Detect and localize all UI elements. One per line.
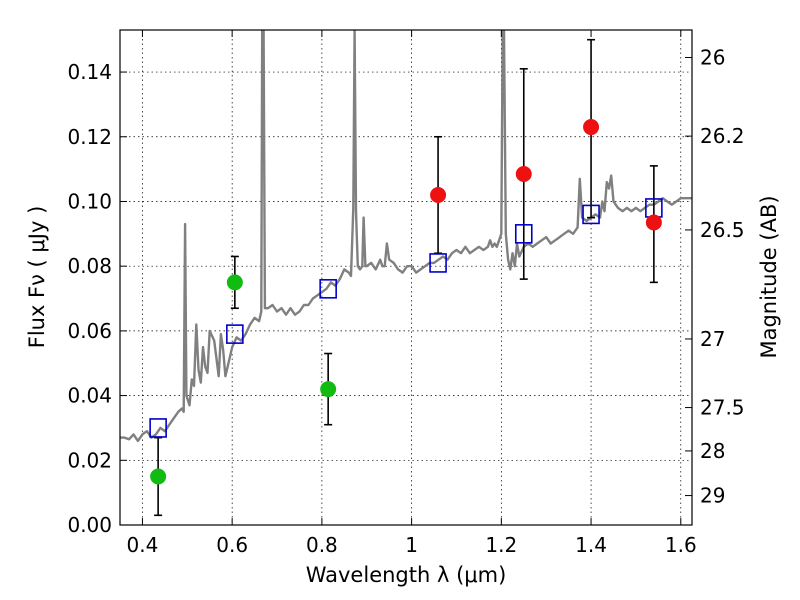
model-square-marker [582,204,600,225]
plot-frame [119,29,693,526]
y-tick-label: 0.12 [67,125,112,149]
right-tick-label: 26.5 [700,218,745,242]
axis-ticks [120,30,692,526]
spectrum-line [120,30,692,443]
y-tick-label: 0.08 [67,254,112,278]
right-tick-label: 28 [700,439,725,463]
data-point-marker [226,274,243,291]
x-tick-label: 1 [405,533,418,557]
data-point-marker [320,381,337,398]
right-tick-label: 29 [700,484,725,508]
model-square-marker [149,418,167,438]
x-tick-label: 0.6 [216,533,248,557]
data-point-marker [645,214,662,231]
x-tick-label: 1.4 [575,533,607,557]
tick-labels: 0.4 0.6 0.8 1 1.2 1.4 1.6 0.00 0.02 0.04 0.06 0.08 0… [67,46,744,558]
y-tick-label: 0.04 [67,384,112,408]
y-axis-label: Flux Fν ( μJy ) [25,206,49,349]
y-tick-label: 0.06 [67,319,112,343]
plot-area [120,30,692,443]
markers [149,119,663,485]
right-tick-label: 27.5 [700,396,745,420]
data-point-marker [150,468,167,485]
data-point-marker [583,119,600,136]
y-tick-label: 0.02 [67,448,112,472]
right-tick-label: 26 [700,46,725,70]
right-tick-label: 27 [700,327,725,351]
grid-lines [120,30,692,525]
right-axis-label: Magnitude (AB) [757,195,781,358]
right-tick-label: 26.2 [700,124,745,148]
model-square-marker [319,279,337,299]
y-tick-label: 0.14 [67,60,112,84]
y-tick-label: 0.10 [67,189,112,213]
x-tick-label: 0.8 [306,533,338,557]
x-tick-label: 1.2 [485,533,517,557]
x-tick-label: 0.4 [127,533,159,557]
model-square-marker [429,253,447,273]
y-tick-label: 0.00 [67,513,112,537]
x-axis-label: Wavelength λ (μm) [306,563,507,587]
x-tick-label: 1.6 [665,533,697,557]
model-square-marker [226,324,244,344]
model-square-marker [514,224,533,244]
data-point-marker [430,187,447,203]
data-point-marker [515,165,532,182]
